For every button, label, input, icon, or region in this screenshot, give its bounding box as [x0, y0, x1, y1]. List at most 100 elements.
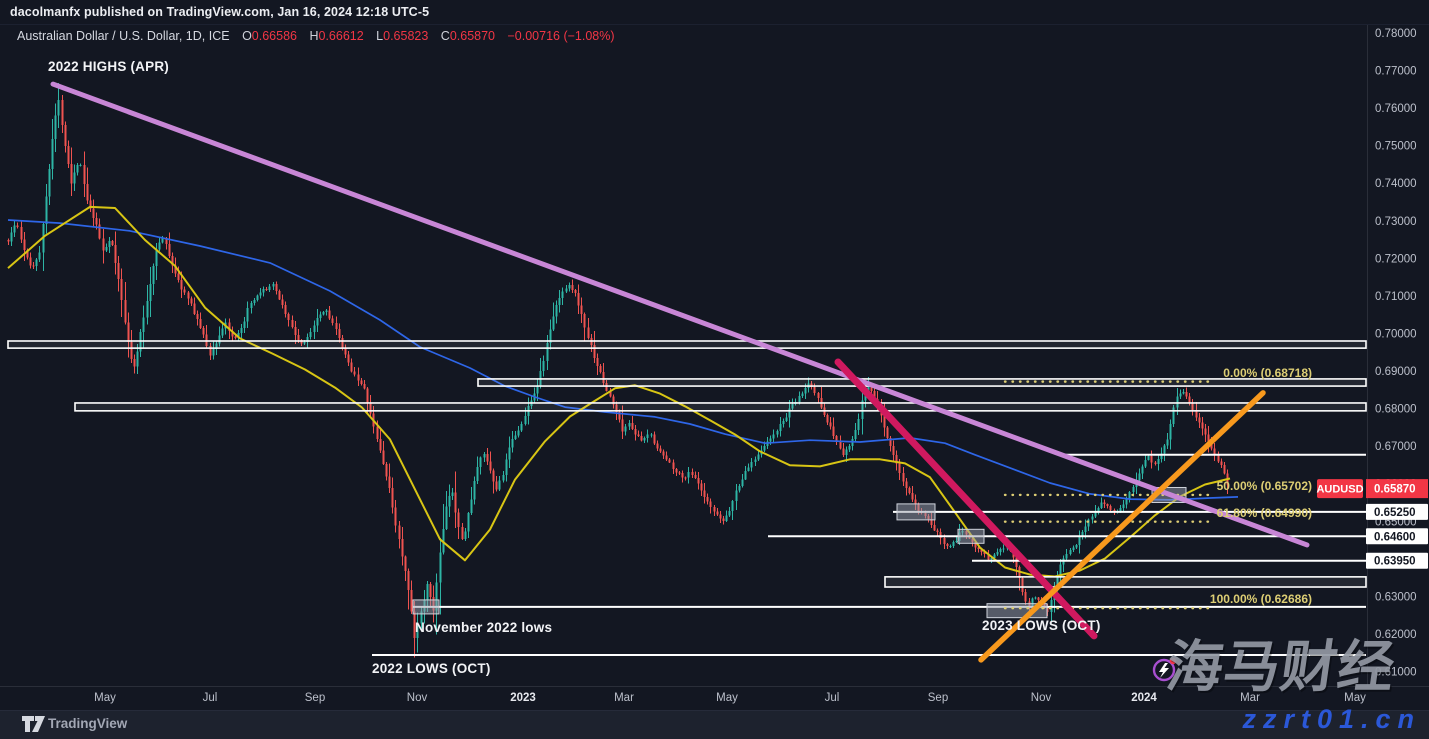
candle-body [187, 292, 190, 299]
candle-body [284, 305, 287, 315]
annotation-2022-lows[interactable]: 2022 LOWS (OCT) [372, 661, 491, 676]
price-tick-0.72000: 0.72000 [1375, 253, 1417, 265]
price-tick-0.75000: 0.75000 [1375, 141, 1417, 153]
candle-body [782, 420, 785, 424]
candle-body [240, 327, 243, 334]
candle-body [835, 436, 838, 442]
candle-body [870, 385, 873, 391]
time-tick-Mar[interactable]: Mar [614, 692, 634, 704]
candle-body [892, 446, 895, 456]
candle-body [1144, 459, 1147, 467]
candle-body [391, 488, 394, 508]
candle-body [1166, 439, 1169, 446]
candle-body [898, 463, 901, 474]
candle-body [67, 145, 70, 164]
candle-body [798, 395, 801, 402]
candle-body [262, 288, 265, 293]
time-tick-Jul[interactable]: Jul [203, 692, 218, 704]
candle-body [495, 481, 498, 490]
tradingview-brand-text[interactable]: TradingView [48, 716, 128, 731]
zone-supply-0680[interactable] [74, 402, 1367, 412]
candle-body [1169, 423, 1172, 440]
time-tick-May[interactable]: May [1344, 692, 1366, 704]
watermark-chinese-text: 海马财经 [1162, 635, 1400, 698]
candle-body [357, 374, 360, 381]
annotation-2023-lows[interactable]: 2023 LOWS (OCT) [982, 618, 1101, 633]
gray-zone-box-0[interactable] [412, 599, 440, 615]
candle-body [769, 438, 772, 442]
uptrend-orange[interactable] [978, 390, 1266, 663]
time-tick-Mar[interactable]: Mar [1240, 692, 1260, 704]
candle-body [813, 387, 816, 394]
time-tick-Sep[interactable]: Sep [305, 692, 325, 704]
zone-supply-0687[interactable] [477, 378, 1367, 387]
ohlc-low-label: L [376, 29, 384, 43]
candle-body [508, 447, 511, 460]
ideas-flash-icon[interactable] [1152, 656, 1178, 682]
candle-body [505, 459, 508, 476]
candle-body [435, 582, 438, 611]
candle-body [401, 539, 404, 557]
time-tick-May[interactable]: May [716, 692, 738, 704]
candle-body [180, 280, 183, 290]
candle-body [750, 462, 753, 468]
candle-body [763, 445, 766, 451]
candle-body [410, 589, 413, 612]
candle-body [731, 500, 734, 511]
gray-zone-box-2[interactable] [896, 503, 936, 521]
candle-body [139, 332, 142, 352]
ohlc-open-value: 0.66586 [251, 29, 297, 43]
time-tick-2023[interactable]: 2023 [510, 692, 536, 704]
candle-body [48, 169, 51, 197]
time-tick-Nov[interactable]: Nov [407, 692, 428, 704]
time-tick-May[interactable]: May [94, 692, 116, 704]
candle-body [1113, 510, 1116, 512]
candle-body [653, 434, 656, 444]
price-tick-0.68000: 0.68000 [1375, 404, 1417, 416]
candle-body [382, 450, 385, 464]
candle-body [426, 583, 429, 600]
downtrend-major-violet[interactable] [50, 81, 1310, 548]
gray-zone-box-3[interactable] [957, 528, 985, 544]
candle-body [413, 611, 416, 639]
price-tick-0.77000: 0.77000 [1375, 66, 1417, 78]
price-chart-canvas[interactable]: 0.78000 0.77000 0.76000 0.75000 0.74000 0.730… [0, 0, 1429, 710]
candle-body [190, 298, 193, 304]
time-tick-Jul[interactable]: Jul [825, 692, 840, 704]
candle-body [108, 240, 111, 247]
zone-demand-0633[interactable] [884, 576, 1367, 588]
candle-body [772, 434, 775, 439]
candle-body [278, 291, 281, 300]
price-tick-0.62000: 0.62000 [1375, 629, 1417, 641]
time-tick-Nov[interactable]: Nov [1031, 692, 1052, 704]
candle-body [369, 402, 372, 414]
candle-body [473, 481, 476, 500]
candle-body [149, 284, 152, 302]
candle-body [1059, 564, 1062, 578]
candle-body [171, 255, 174, 266]
candle-body [297, 335, 300, 341]
candle-body [130, 341, 133, 360]
candle-body [16, 225, 19, 228]
candle-body [637, 434, 640, 436]
candle-body [943, 538, 946, 544]
candle-body [1188, 396, 1191, 404]
time-tick-Sep[interactable]: Sep [928, 692, 948, 704]
candle-body [86, 183, 89, 201]
annotation-2022-highs[interactable]: 2022 HIGHS (APR) [48, 59, 169, 74]
candle-body [404, 556, 407, 572]
candle-body [1081, 532, 1084, 536]
price-tick-0.70000: 0.70000 [1375, 328, 1417, 340]
zone-supply-0697[interactable] [7, 340, 1367, 349]
candle-body [331, 318, 334, 324]
symbol-title[interactable]: Australian Dollar / U.S. Dollar, 1D, ICE [17, 29, 230, 43]
candle-body [955, 540, 958, 542]
candle-body [146, 301, 149, 318]
price-tick-0.67000: 0.67000 [1375, 441, 1417, 453]
time-tick-2024[interactable]: 2024 [1131, 692, 1157, 704]
candles-layer[interactable] [7, 82, 1229, 658]
annotation-november-2022-lows[interactable]: November 2022 lows [415, 620, 553, 635]
tradingview-logo-icon[interactable] [22, 716, 46, 732]
ma-slow-blue [7, 219, 1239, 501]
candle-body [209, 345, 212, 356]
